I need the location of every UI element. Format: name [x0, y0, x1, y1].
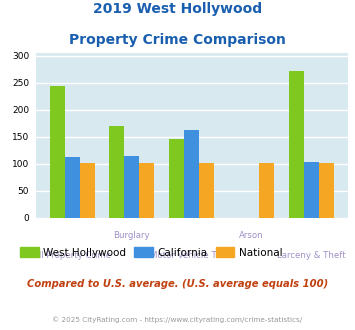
Bar	[140, 163, 154, 218]
Text: Compared to U.S. average. (U.S. average equals 100): Compared to U.S. average. (U.S. average …	[27, 279, 328, 289]
Bar	[184, 130, 199, 218]
Bar	[304, 162, 319, 218]
Bar	[125, 156, 140, 218]
Bar	[109, 126, 125, 218]
Text: Arson: Arson	[239, 231, 264, 240]
Text: All Property Crime: All Property Crime	[33, 251, 111, 260]
Text: 2019 West Hollywood: 2019 West Hollywood	[93, 2, 262, 16]
Bar	[259, 163, 274, 218]
Text: Burglary: Burglary	[114, 231, 150, 240]
Bar	[199, 163, 214, 218]
Bar	[65, 157, 80, 218]
Text: Larceny & Theft: Larceny & Theft	[277, 251, 345, 260]
Bar	[50, 86, 65, 218]
Text: Motor Vehicle Theft: Motor Vehicle Theft	[150, 251, 234, 260]
Bar	[169, 139, 184, 218]
Legend: West Hollywood, California, National: West Hollywood, California, National	[16, 243, 286, 262]
Text: © 2025 CityRating.com - https://www.cityrating.com/crime-statistics/: © 2025 CityRating.com - https://www.city…	[53, 316, 302, 323]
Bar	[319, 163, 334, 218]
Bar	[289, 71, 304, 218]
Bar	[80, 163, 94, 218]
Text: Property Crime Comparison: Property Crime Comparison	[69, 33, 286, 47]
